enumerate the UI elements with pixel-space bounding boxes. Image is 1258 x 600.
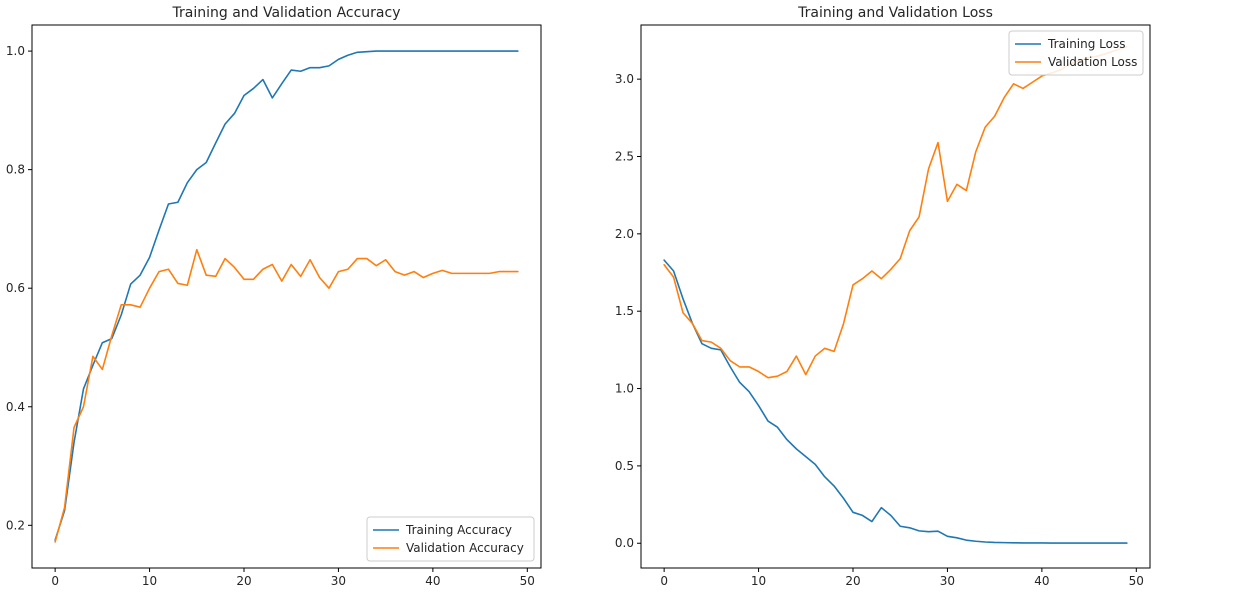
x-tick-label: 10: [142, 574, 157, 588]
x-tick-label: 30: [331, 574, 346, 588]
axes-frame: [640, 24, 1151, 569]
y-tick-label: 0.0: [615, 536, 634, 550]
x-tick-label: 50: [520, 574, 535, 588]
y-tick-label: 1.0: [615, 382, 634, 396]
x-tick-label: 30: [940, 574, 955, 588]
legend-box: [1008, 30, 1144, 76]
x-tick-label: 20: [845, 574, 860, 588]
y-tick-label: 0.2: [6, 518, 25, 532]
x-tick-label: 40: [425, 574, 440, 588]
x-tick-label: 10: [751, 574, 766, 588]
axes-frame: [31, 24, 542, 569]
x-tick-label: 50: [1129, 574, 1144, 588]
y-tick-label: 1.5: [615, 304, 634, 318]
legend-box: [366, 516, 535, 562]
legend-label: Training Loss: [1047, 37, 1125, 51]
chart-title: Training and Validation Accuracy: [172, 5, 401, 21]
accuracy-chart: Training and Validation Accuracy 0 10 20 30 4…: [6, 5, 542, 588]
y-tick-label: 2.0: [615, 227, 634, 241]
x-tick-label: 0: [51, 574, 59, 588]
y-tick-label: 0.8: [6, 163, 25, 177]
y-tick-label: 1.0: [6, 44, 25, 58]
x-tick-label: 20: [236, 574, 251, 588]
y-tick-label: 0.6: [6, 281, 25, 295]
x-tick-label: 40: [1034, 574, 1049, 588]
y-tick-label: 0.5: [615, 459, 634, 473]
chart-title: Training and Validation Loss: [797, 5, 993, 21]
series-line-validation-loss: [663, 45, 1128, 379]
x-tick-label: 0: [660, 574, 668, 588]
series-line-validation-accuracy: [54, 248, 519, 543]
y-tick-label: 3.0: [615, 72, 634, 86]
legend: Training Accuracy Validation Accuracy: [366, 516, 535, 562]
series-line-training-loss: [663, 259, 1128, 544]
y-tick-label: 0.4: [6, 400, 25, 414]
y-tick-label: 2.5: [615, 149, 634, 163]
legend-label: Validation Accuracy: [406, 541, 524, 555]
legend-label: Validation Loss: [1048, 55, 1137, 69]
legend: Training Loss Validation Loss: [1008, 30, 1144, 76]
legend-label: Training Accuracy: [405, 523, 512, 537]
series-line-training-accuracy: [54, 50, 519, 541]
loss-chart: Training and Validation Loss 0 10 20 30 40 50 0…: [615, 5, 1151, 588]
